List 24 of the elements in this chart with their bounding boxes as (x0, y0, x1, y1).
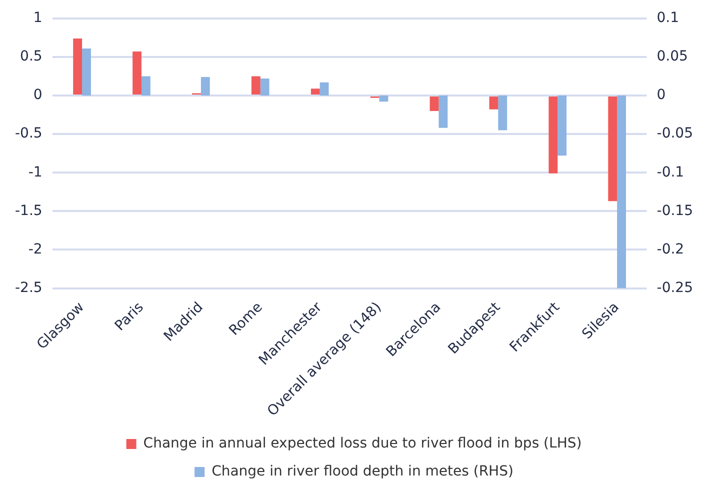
bar (132, 52, 142, 95)
y-tick-label: -1 (28, 164, 42, 180)
y-tick-label: 1 (33, 10, 42, 26)
bar (438, 96, 448, 128)
bar (379, 96, 388, 102)
y2-tick-label: -0.2 (656, 241, 684, 258)
bar (498, 96, 508, 130)
y2-tick-label: 0.1 (656, 10, 680, 26)
y2-tick-label: -0.15 (656, 202, 694, 219)
y-tick-label: -2.5 (14, 280, 42, 296)
bar (320, 82, 329, 96)
y-tick-label: 0.5 (20, 48, 42, 65)
y-tick-label: 0 (33, 87, 42, 104)
y2-tick-label: -0.05 (656, 126, 694, 142)
bar (200, 77, 210, 96)
legend-label: Change in annual expected loss due to river flood in bps (LHS) (143, 436, 582, 452)
y-tick-label: -1.5 (14, 202, 42, 219)
y2-tick-label: 0.05 (656, 48, 688, 65)
y-tick-label: -0.5 (14, 126, 42, 142)
legend-label: Change in river flood depth in metes (RHS) (212, 464, 514, 480)
y2-tick-label: 0 (656, 87, 666, 104)
y2-tick-label: -0.25 (656, 280, 694, 296)
y-tick-label: -2 (28, 241, 42, 258)
y2-tick-label: -0.1 (656, 164, 684, 180)
